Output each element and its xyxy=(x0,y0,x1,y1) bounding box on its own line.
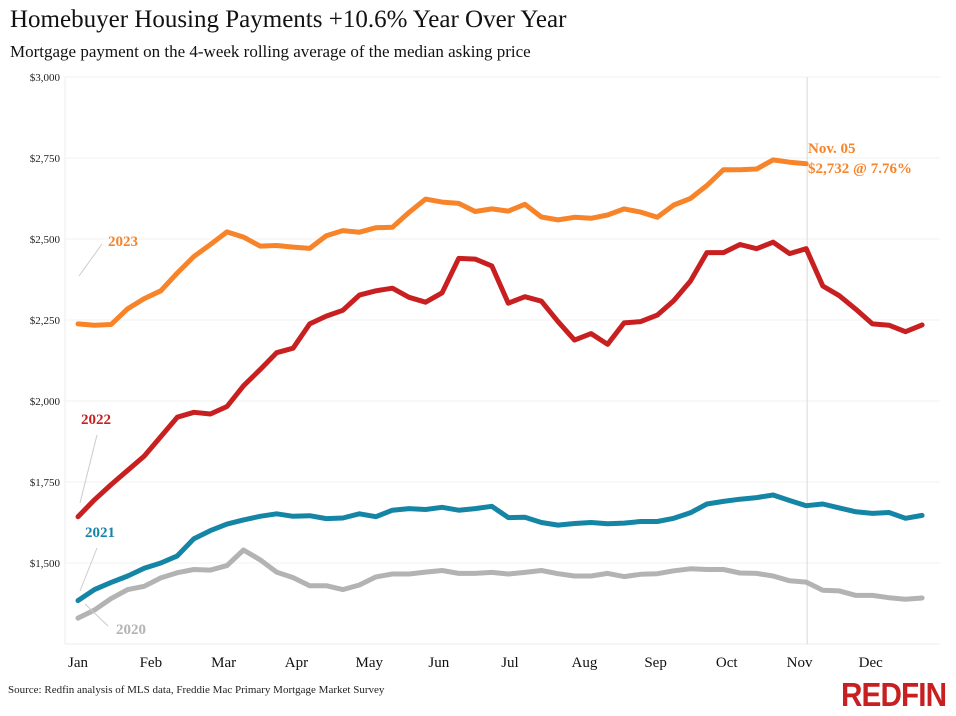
series-line-2023 xyxy=(75,157,809,328)
x-tick-label: May xyxy=(356,655,384,671)
x-tick-label: Dec xyxy=(859,655,883,671)
y-tick-label: $2,500 xyxy=(30,234,61,246)
series-labels: 2020 2021 2022 2023 xyxy=(78,234,146,638)
y-tick-label: $2,250 xyxy=(30,315,61,327)
y-tick-label: $2,000 xyxy=(30,396,61,408)
x-tick-label: Feb xyxy=(140,655,163,671)
x-tick-label: Jan xyxy=(68,655,88,671)
chart-subtitle: Mortgage payment on the 4-week rolling a… xyxy=(10,42,531,61)
leader-line-2022 xyxy=(79,434,98,504)
series-lines xyxy=(75,157,925,621)
series-label-2022: 2022 xyxy=(81,412,111,428)
redfin-logo-text: REDFIN xyxy=(841,676,947,713)
chart-title: Homebuyer Housing Payments +10.6% Year O… xyxy=(10,6,567,33)
x-tick-label: Jun xyxy=(428,655,449,671)
x-tick-label: Nov xyxy=(787,655,813,671)
leader-line-2020 xyxy=(84,603,109,627)
gridlines xyxy=(64,76,940,645)
x-tick-label: Sep xyxy=(644,655,667,671)
x-tick-label: Aug xyxy=(572,655,598,671)
source-note: Source: Redfin analysis of MLS data, Fre… xyxy=(8,684,385,696)
series-line-2020 xyxy=(75,547,925,621)
x-axis: Jan Feb Mar Apr May Jun Jul Aug Sep Oct Nov Dec xyxy=(68,655,883,671)
series-label-2021: 2021 xyxy=(85,525,115,541)
y-axis: $1,500 $1,750 $2,000 $2,250 $2,500 $2,750 $3,0… xyxy=(30,72,61,570)
annotation-date: Nov. 05 xyxy=(808,141,856,157)
y-tick-label: $3,000 xyxy=(30,72,61,84)
series-line-2022 xyxy=(75,239,925,520)
leader-line-2021 xyxy=(79,547,98,592)
series-line-2021 xyxy=(75,492,925,604)
x-tick-label: Jul xyxy=(501,655,519,671)
annotation-value: $2,732 @ 7.76% xyxy=(808,161,912,177)
series-label-2020: 2020 xyxy=(116,622,146,638)
leader-line-2023 xyxy=(78,243,103,277)
y-tick-label: $2,750 xyxy=(30,153,61,165)
y-tick-label: $1,500 xyxy=(30,558,61,570)
x-tick-label: Mar xyxy=(211,655,236,671)
y-tick-label: $1,750 xyxy=(30,477,61,489)
x-tick-label: Oct xyxy=(716,655,738,671)
x-tick-label: Apr xyxy=(285,655,308,671)
series-label-2023: 2023 xyxy=(108,234,138,250)
annotation: Nov. 05 $2,732 @ 7.76% xyxy=(808,141,912,177)
redfin-logo: REDFIN xyxy=(841,676,947,714)
